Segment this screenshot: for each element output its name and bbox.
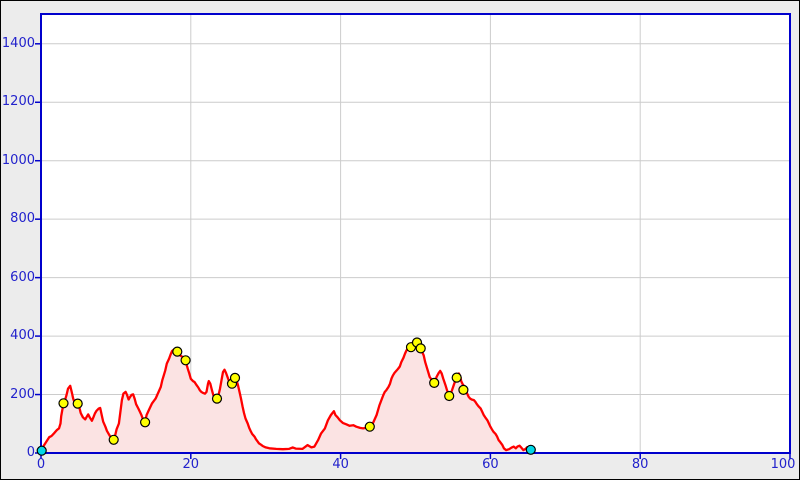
elevation-profile-area xyxy=(41,340,531,453)
route-endpoint-marker[interactable] xyxy=(525,444,536,455)
waypoint-marker[interactable] xyxy=(172,346,183,357)
y-tick-label: 600 xyxy=(10,269,35,285)
x-tick-label: 20 xyxy=(182,457,200,472)
y-tick-label: 400 xyxy=(10,328,35,344)
plot-border xyxy=(40,13,791,454)
waypoint-marker[interactable] xyxy=(444,390,455,402)
x-tick-label: 100 xyxy=(770,457,796,472)
y-tick-label: 0 xyxy=(26,445,35,460)
x-tick-label: 0 xyxy=(36,457,46,472)
waypoint-marker[interactable] xyxy=(180,355,191,366)
waypoint-marker[interactable] xyxy=(364,421,375,432)
waypoint-marker[interactable] xyxy=(72,398,83,409)
waypoint-marker[interactable] xyxy=(58,398,69,409)
waypoint-marker[interactable] xyxy=(451,372,462,383)
x-tick-label: 80 xyxy=(631,457,649,472)
waypoint-marker[interactable] xyxy=(458,384,469,395)
y-tick-label: 1000 xyxy=(1,152,35,168)
y-tick-label: 1200 xyxy=(1,94,35,110)
y-tick-label: 200 xyxy=(10,386,35,402)
y-tick-label: 800 xyxy=(10,211,35,227)
x-tick-label: 60 xyxy=(482,457,499,472)
waypoint-marker[interactable] xyxy=(429,377,440,388)
waypoint-marker[interactable] xyxy=(211,393,223,404)
x-tick-label: 40 xyxy=(332,457,349,472)
waypoint-marker[interactable] xyxy=(229,372,241,383)
waypoint-marker[interactable] xyxy=(415,343,426,354)
waypoint-marker[interactable] xyxy=(108,434,119,445)
route-endpoint-marker[interactable] xyxy=(36,445,47,456)
waypoint-marker[interactable] xyxy=(140,417,151,428)
y-tick-label: 1400 xyxy=(1,35,35,51)
